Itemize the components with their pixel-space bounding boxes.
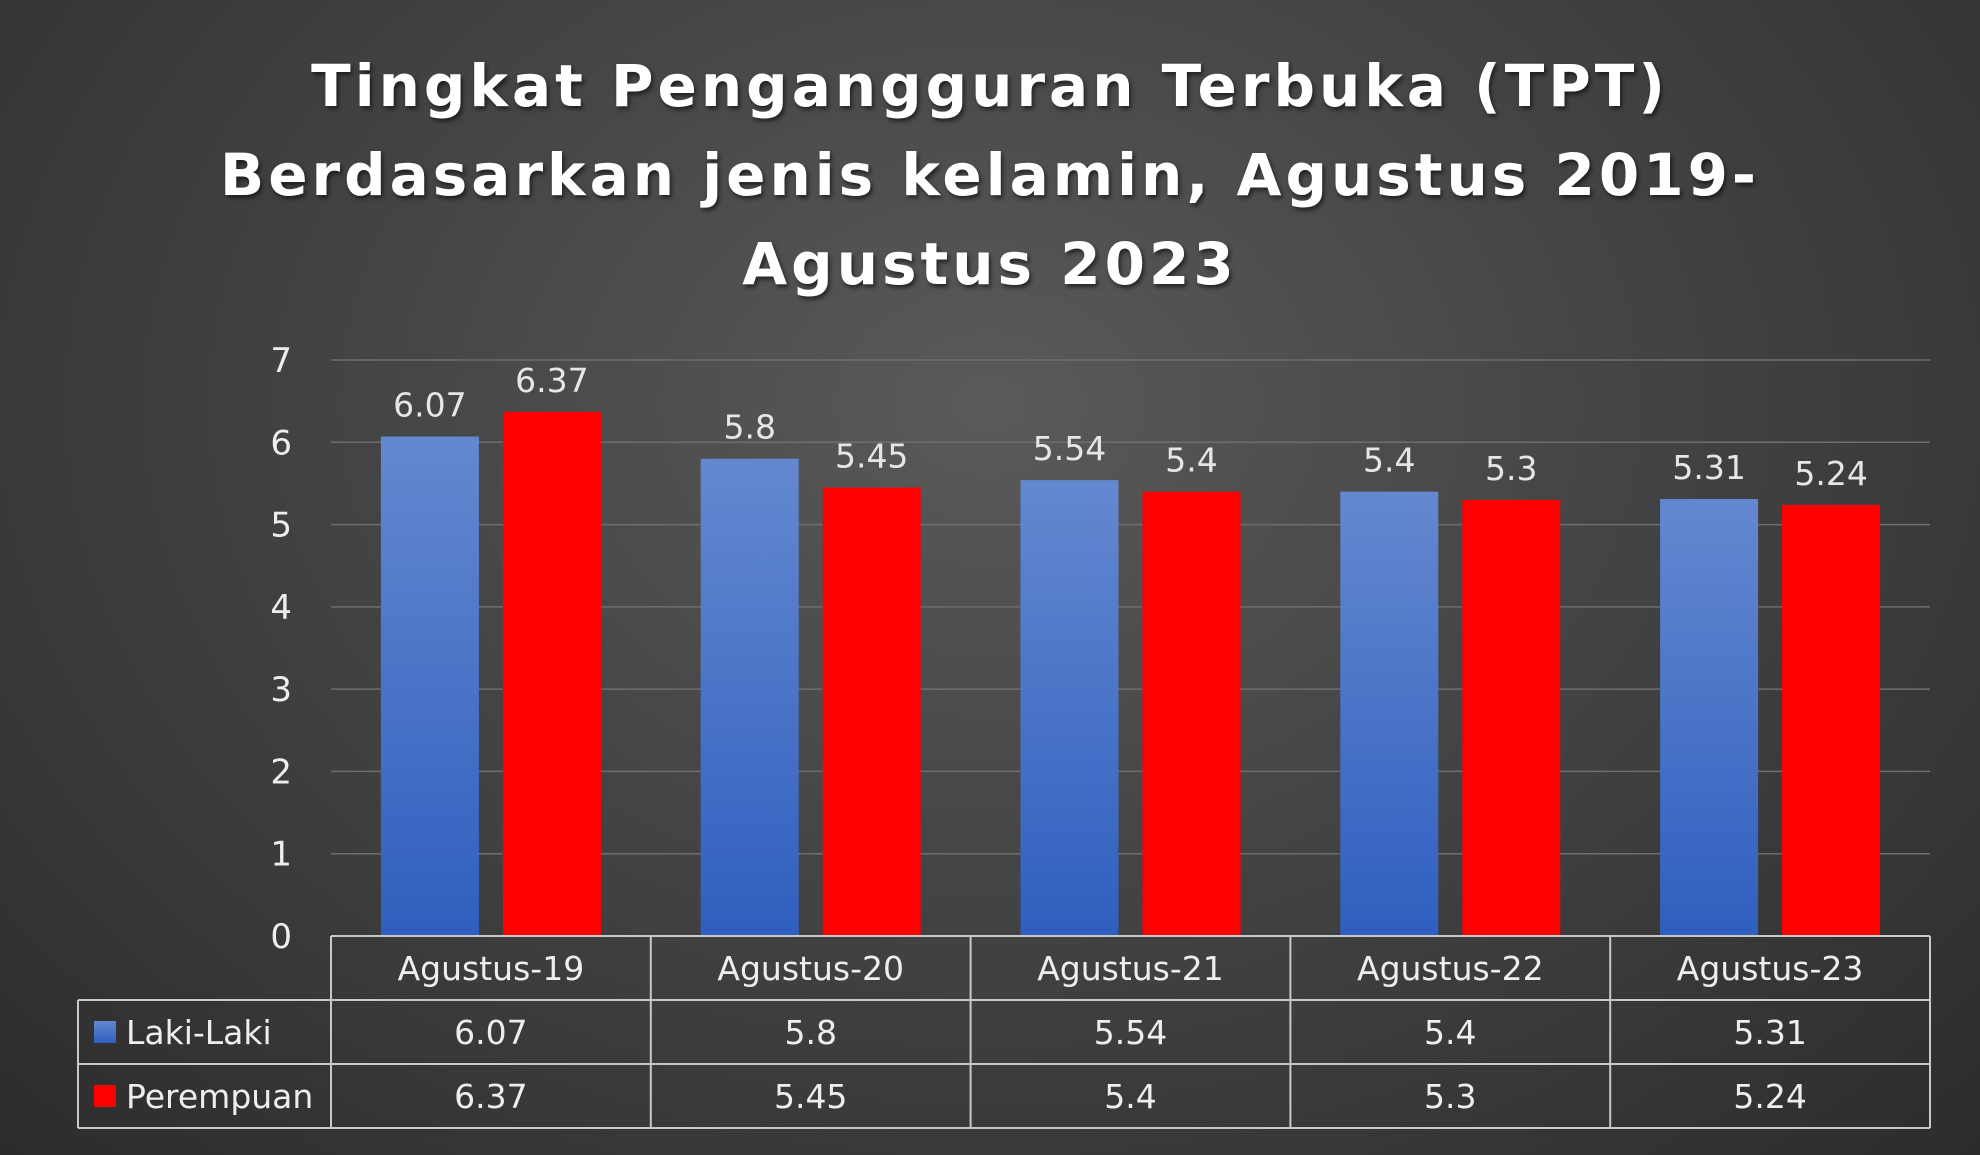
y-axis: 0 1 2 3 4 5 6 7 [270,341,292,957]
chart-title-line-3: Agustus 2023 [742,230,1238,298]
data-label: 5.45 [835,437,908,476]
bars [380,411,1881,937]
bar-laki-laki [1660,499,1759,936]
legend-swatch-perempuan [94,1085,116,1107]
table-cell: 5.24 [1733,1077,1806,1116]
category-label: Agustus-21 [1037,949,1224,988]
data-table: Agustus-19 Agustus-20 Agustus-21 Agustus-22… [77,935,1931,1129]
bar-perempuan [1782,504,1881,936]
category-label: Agustus-20 [717,949,904,988]
bar-perempuan [1462,499,1561,936]
y-tick-label: 1 [270,835,292,875]
y-tick-label: 3 [270,670,292,710]
chart-title-line-2: Berdasarkan jenis kelamin, Agustus 2019- [219,141,1761,209]
data-label: 5.8 [723,408,775,447]
y-tick-label: 7 [270,341,292,381]
table-cell: 5.4 [1104,1077,1156,1116]
table-cell: 5.4 [1424,1013,1476,1052]
data-label: 6.07 [393,386,466,425]
bar-laki-laki [380,436,479,936]
table-cell: 5.3 [1424,1077,1476,1116]
table-cell: 6.37 [454,1077,527,1116]
table-cell: 5.45 [774,1077,847,1116]
bar-perempuan [822,487,921,936]
legend-swatch-laki-laki [94,1021,116,1043]
category-label: Agustus-23 [1677,949,1864,988]
data-labels: 6.07 5.8 5.54 5.4 5.31 6.37 5.45 5.4 5.3 5.24 [393,361,1868,493]
bar-perempuan [1142,491,1241,936]
data-label: 6.37 [515,361,588,400]
data-label: 5.4 [1165,441,1217,480]
data-label: 5.24 [1794,454,1867,493]
legend-label: Perempuan [126,1077,313,1116]
chart-title-line-1: Tingkat Pengangguran Terbuka (TPT) [311,52,1669,120]
bar-perempuan [502,411,601,937]
data-label: 5.4 [1363,441,1415,480]
data-label: 5.31 [1672,448,1745,487]
y-tick-label: 5 [270,506,292,546]
y-tick-label: 6 [270,423,292,463]
bar-laki-laki [700,458,799,936]
table-cell: 5.8 [784,1013,836,1052]
table-cell: 6.07 [454,1013,527,1052]
data-label: 5.3 [1485,449,1537,488]
y-tick-label: 2 [270,752,292,792]
legend-label: Laki-Laki [126,1013,272,1052]
y-tick-label: 4 [270,588,292,628]
table-cell: 5.31 [1733,1013,1806,1052]
data-label: 5.54 [1033,429,1106,468]
y-tick-label: 0 [270,917,292,957]
category-label: Agustus-22 [1357,949,1544,988]
bar-laki-laki [1020,480,1119,936]
chart-title: Tingkat Pengangguran Terbuka (TPT) Berda… [0,42,1980,309]
bar-laki-laki [1340,491,1439,936]
table-cell: 5.54 [1094,1013,1167,1052]
category-label: Agustus-19 [398,949,585,988]
